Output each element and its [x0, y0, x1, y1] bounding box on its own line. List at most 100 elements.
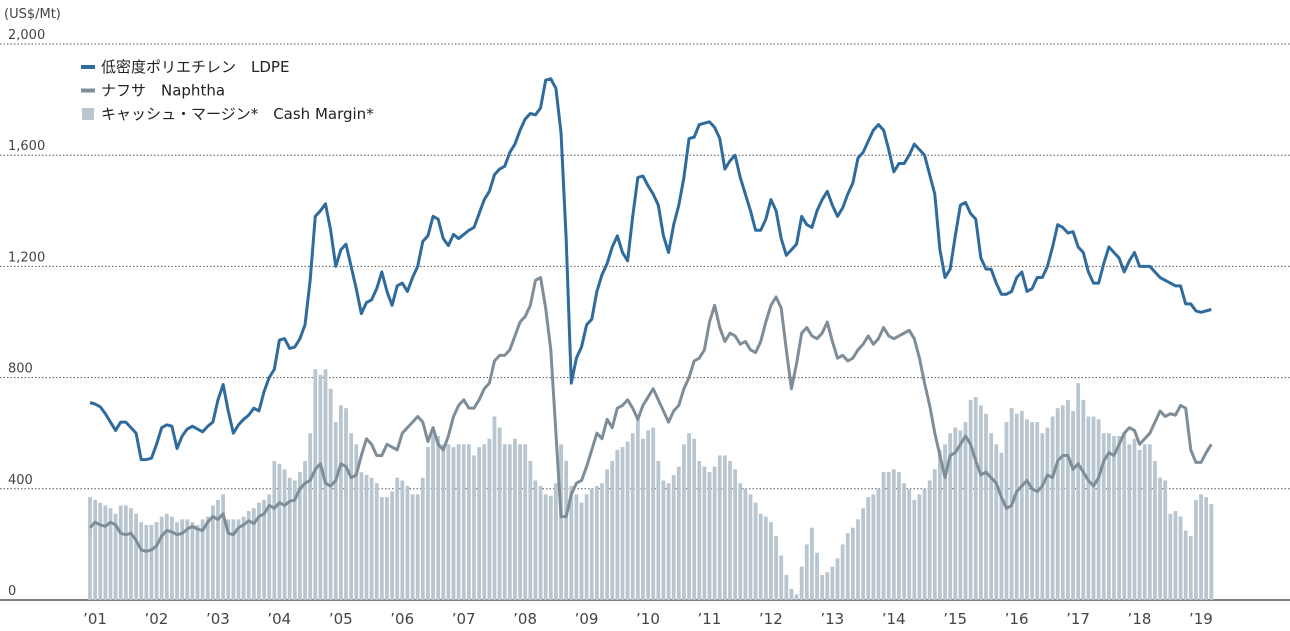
bar [1142, 444, 1147, 600]
bar [635, 416, 640, 600]
bar [415, 494, 420, 600]
bar [410, 494, 415, 600]
bar [774, 536, 778, 600]
bar [1081, 399, 1086, 600]
bar [984, 413, 988, 600]
bar [1055, 408, 1060, 600]
bar [436, 435, 441, 600]
bar [420, 477, 425, 600]
bar [451, 447, 456, 600]
bar [533, 480, 538, 600]
bar [717, 455, 722, 600]
bar [784, 574, 789, 600]
bar [170, 516, 174, 600]
line [88, 276, 1213, 553]
bar [262, 499, 266, 600]
bar [1132, 438, 1137, 600]
bar [712, 466, 717, 600]
bar [943, 444, 947, 600]
line [89, 77, 1212, 462]
bar [113, 513, 118, 600]
bar [666, 483, 671, 600]
bar [989, 433, 994, 600]
bar [354, 444, 359, 600]
bar [825, 572, 830, 600]
x-tick-label: ’03 [206, 610, 230, 628]
bar [722, 455, 727, 600]
bar [1117, 435, 1122, 600]
bar [246, 511, 251, 600]
bar [1194, 499, 1198, 600]
bar [769, 522, 773, 600]
bar [88, 497, 92, 600]
bar [318, 374, 323, 600]
bar [687, 433, 691, 600]
bar [1096, 419, 1101, 600]
bar [487, 438, 492, 600]
bar [548, 495, 553, 600]
bar [804, 544, 809, 600]
bar [395, 477, 400, 600]
bar [1178, 516, 1183, 600]
bar [1019, 410, 1024, 600]
bar [287, 477, 292, 600]
bar [390, 491, 394, 600]
bar [994, 444, 999, 600]
y-tick-label: 800 [8, 362, 33, 377]
bar [978, 405, 983, 600]
bar [897, 472, 901, 600]
bar [466, 444, 471, 600]
bar [902, 483, 906, 600]
bar [477, 447, 482, 600]
bar [282, 469, 287, 600]
bar [195, 524, 200, 600]
x-tick-label: ’01 [83, 610, 107, 628]
bar [359, 472, 364, 600]
bar [630, 433, 635, 600]
bar [753, 502, 758, 600]
bar [1101, 433, 1106, 600]
bar [472, 455, 476, 600]
x-tick-label: ’10 [636, 610, 660, 628]
bar [564, 461, 569, 600]
bar [1106, 433, 1111, 600]
bar [134, 513, 138, 600]
bar [1045, 427, 1050, 600]
x-tick-label: ’11 [697, 610, 721, 628]
bar [180, 519, 185, 600]
bar [93, 499, 98, 600]
bar [810, 527, 814, 600]
bar [267, 494, 272, 600]
bar [523, 444, 528, 600]
bar [518, 444, 522, 600]
bar [830, 566, 835, 600]
bar [907, 488, 912, 600]
bar [707, 472, 712, 600]
bar [349, 433, 354, 600]
bar [682, 444, 686, 600]
bar [292, 480, 297, 600]
bar [1147, 444, 1152, 600]
bar [426, 447, 430, 600]
bar [164, 513, 169, 600]
x-tick-label: ’15 [943, 610, 967, 628]
x-tick-label: ’19 [1189, 610, 1213, 628]
bar [405, 486, 410, 600]
bar [129, 508, 133, 600]
bar [221, 494, 226, 600]
bar [1086, 416, 1091, 600]
bar [881, 472, 886, 600]
x-tick-label: ’09 [575, 610, 599, 628]
bar [1004, 422, 1009, 600]
legend-label: キャッシュ・マージン* Cash Margin* [101, 105, 374, 123]
bar [871, 494, 876, 600]
bar [1071, 410, 1075, 600]
bar [108, 508, 113, 600]
bar [257, 502, 261, 600]
bar [1127, 444, 1132, 600]
bar [123, 505, 128, 600]
bar [543, 494, 548, 600]
bar [144, 524, 149, 600]
bar [1158, 477, 1162, 600]
y-axis-label: (US$/Mt) [4, 7, 61, 22]
